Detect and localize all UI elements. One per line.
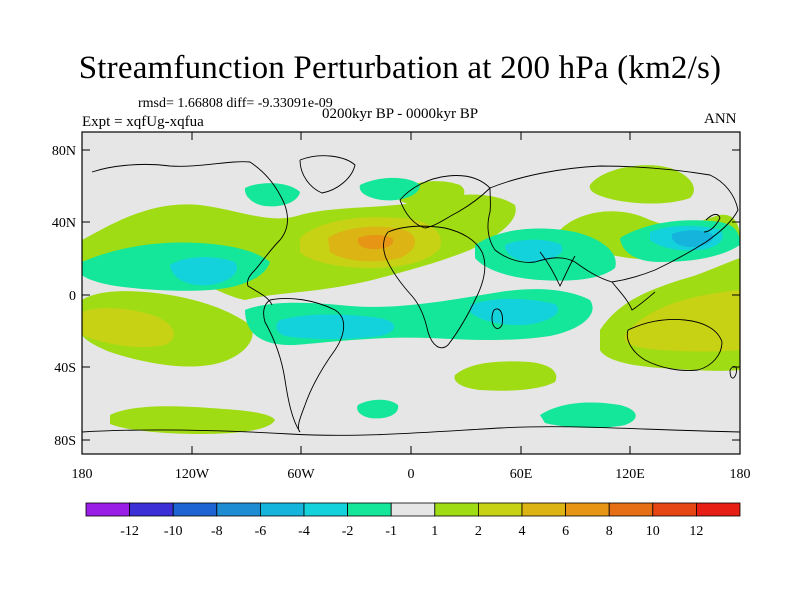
australia-yellow	[624, 290, 740, 352]
africa-coast	[383, 225, 486, 349]
lat-label: 40N	[52, 216, 76, 231]
pacific-yellow	[82, 308, 174, 348]
lon-label: 180	[730, 467, 751, 482]
colorbar-label: -6	[255, 524, 267, 539]
lon-label: 60W	[287, 467, 315, 482]
europe-coast	[399, 175, 491, 229]
stats-label: rmsd= 1.66808 diff= -9.33091e-09	[138, 96, 333, 111]
colorbar-box	[172, 502, 218, 517]
japan-coast	[703, 213, 721, 233]
colorbar-label: 6	[562, 524, 569, 539]
australia-coast	[626, 319, 723, 371]
lon-label: 120W	[175, 467, 210, 482]
chart-title: Streamfunction Perturbation at 200 hPa (…	[78, 50, 722, 86]
season-label: ANN	[704, 111, 737, 127]
lon-label: 60E	[510, 467, 533, 482]
lat-label: 80N	[52, 144, 76, 159]
colorbar-box	[521, 502, 566, 517]
south-atlantic-cyan	[276, 314, 395, 339]
colorbar-box	[434, 502, 479, 517]
colorbar-label: 1	[431, 524, 438, 539]
south-america-coast	[263, 298, 345, 433]
colorbar	[85, 502, 741, 517]
colorbar-box	[303, 502, 348, 517]
lon-label: 180	[72, 467, 93, 482]
north-america-coast	[91, 161, 288, 306]
colorbar-box	[129, 502, 174, 517]
colorbar-label: 2	[475, 524, 482, 539]
colorbar-label: -10	[164, 524, 183, 539]
madagascar-coast	[491, 308, 503, 329]
colorbar-label: -12	[120, 524, 139, 539]
colorbar-label: 4	[519, 524, 526, 539]
lat-labels: 80N 40N 0 40S 80S	[52, 144, 76, 449]
colorbar-label: -1	[385, 524, 397, 539]
colorbar-label: -2	[342, 524, 354, 539]
period-label: 0200kyr BP - 0000kyr BP	[322, 106, 479, 122]
colorbar-box	[390, 502, 436, 517]
southern-atlantic-spot	[357, 399, 399, 419]
colorbar-labels: -12 -10 -8 -6 -4 -2 -1 1 2 4 6 8 10 12	[120, 524, 703, 539]
colorbar-box	[565, 502, 610, 517]
axis-ticks	[82, 132, 740, 454]
lon-label: 120E	[615, 467, 645, 482]
colorbar-box	[85, 502, 130, 517]
colorbar-box	[347, 502, 392, 517]
colorbar-label: 10	[646, 524, 660, 539]
colorbar-box	[608, 502, 654, 517]
colorbar-box	[259, 502, 305, 517]
colorbar-box	[477, 502, 523, 517]
antarctica-coast	[82, 426, 740, 436]
colorbar-label: -4	[298, 524, 310, 539]
colorbar-label: -8	[211, 524, 223, 539]
colorbar-box	[652, 502, 697, 517]
colorbar-label: 8	[606, 524, 613, 539]
india-coast	[539, 251, 576, 288]
southeast-asia-coast	[611, 281, 656, 311]
siberia-region	[589, 165, 694, 204]
colorbar-box	[216, 502, 261, 517]
colorbar-box	[696, 502, 741, 517]
north-africa-cyan	[505, 239, 563, 262]
coastlines	[82, 155, 740, 436]
experiment-label: Expt = xqfUg-xqfua	[82, 114, 204, 130]
lat-label: 0	[69, 289, 76, 304]
southern-ocean-band	[110, 406, 275, 434]
southern-ocean-green	[540, 402, 636, 428]
lat-label: 40S	[54, 361, 76, 376]
lon-label: 0	[408, 467, 415, 482]
atlantic-arctic-green	[244, 183, 300, 207]
colorbar-label: 12	[689, 524, 703, 539]
lon-labels: 180 120W 60W 0 60E 120E 180	[72, 467, 751, 482]
lat-label: 80S	[54, 434, 76, 449]
greenland-coast	[299, 155, 356, 194]
western-pacific-blue-core	[671, 230, 714, 248]
south-indian-region	[454, 361, 557, 391]
asia-coast	[487, 165, 739, 283]
pacific-cyan	[170, 257, 238, 286]
